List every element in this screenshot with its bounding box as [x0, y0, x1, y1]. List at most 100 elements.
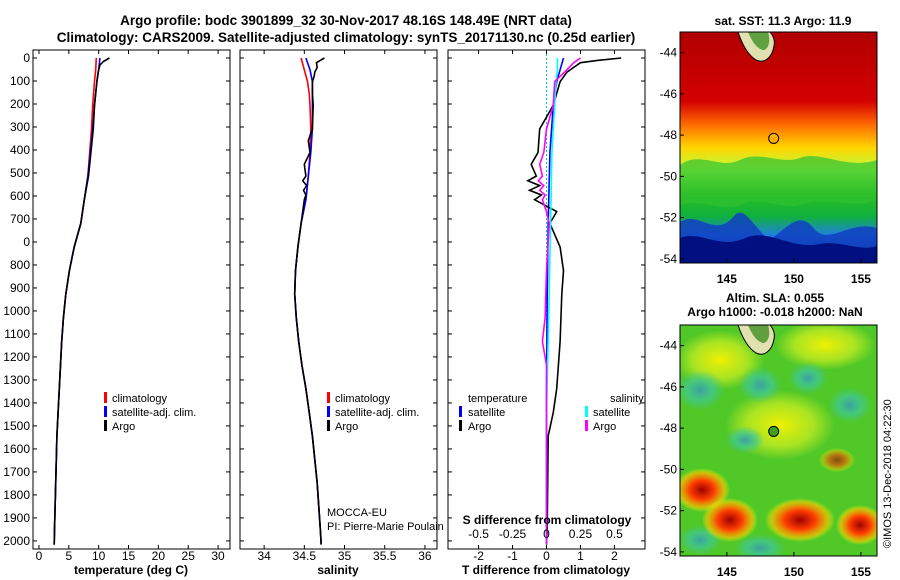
sla-map-subtitle: Argo h1000: -0.018 h2000: NaN [687, 305, 862, 319]
depth-tick-label: 400 [10, 143, 30, 157]
difference-legend: temperature satellite Argo salinity sate… [459, 393, 644, 433]
sla-peak [819, 448, 855, 472]
legend-title-salinity: salinity [610, 393, 644, 405]
depth-tick-label: 1700 [3, 465, 30, 479]
sla-low [788, 362, 828, 394]
depth-tick-label: 0 [23, 235, 30, 249]
series-line-climatology [293, 57, 322, 545]
legend-swatch-climatology [327, 392, 330, 403]
sla-low [725, 426, 765, 454]
legend-label-t-argo: Argo [468, 421, 491, 433]
depth-tick-label: 1000 [3, 304, 30, 318]
x-tick-label: 35 [338, 549, 352, 563]
salinity-legend: climatology satellite-adj. clim. Argo [327, 392, 419, 433]
difference-xlabel: T difference from climatology [462, 563, 630, 577]
legend-swatch-satellite [104, 406, 107, 417]
legend-swatch-satellite [327, 406, 330, 417]
legend-label-argo: Argo [112, 421, 135, 433]
depth-tick-label: 500 [10, 166, 30, 180]
legend-label-climatology: climatology [335, 393, 391, 405]
depth-axis: 0 100 200 300 400 500 600 700 0 800 900 1000 1100 120… [3, 51, 645, 548]
depth-tick-label: 600 [10, 189, 30, 203]
x-tick-label: 0 [543, 549, 550, 563]
legend-label-satellite: satellite-adj. clim. [112, 407, 196, 419]
sst-map-frame [679, 31, 878, 264]
map-y-tick-label: -44 [660, 339, 678, 353]
map-y-tick-label: -48 [660, 421, 678, 435]
x-tick-label: -0.25 [499, 527, 527, 541]
temperature-x-ticks: 0 5 10 15 20 25 30 [36, 50, 225, 563]
sla-peak [765, 498, 835, 542]
legend-swatch-argo [104, 420, 107, 431]
salinity-x-ticks: 34 34.5 35 35.5 36 [257, 50, 432, 563]
pi-label: PI: Pierre-Marie Poulain [327, 521, 444, 533]
sst-map-ticks: 145 150 155 -44 -46 -48 -50 -52 -54 [660, 46, 872, 286]
x-tick-label: 1 [577, 549, 584, 563]
map-y-tick-label: -52 [660, 504, 678, 518]
series-line-t-argo [525, 57, 622, 545]
x-tick-label: 34 [257, 549, 271, 563]
x-tick-label: 2 [611, 549, 618, 563]
x-tick-label: -0.5 [468, 527, 489, 541]
x-tick-label: -1 [507, 549, 518, 563]
x-tick-label: 0.5 [606, 527, 623, 541]
sst-map [680, 32, 877, 263]
x-tick-label: 20 [152, 549, 166, 563]
depth-tick-label: 200 [10, 97, 30, 111]
imos-stamp: ©IMOS 13-Dec-2018 04:22:30 [882, 399, 894, 548]
x-tick-label: -2 [473, 549, 484, 563]
sla-map [680, 325, 877, 556]
series-line-climatology [53, 57, 98, 545]
map-y-tick-label: -52 [660, 211, 678, 225]
depth-tick-label: 1400 [3, 396, 30, 410]
legend-swatch-climatology [104, 392, 107, 403]
title-line-2: Climatology: CARS2009. Satellite-adjuste… [57, 30, 635, 45]
map-x-tick-label: 145 [717, 272, 737, 286]
sst-map-title: sat. SST: 11.3 Argo: 11.9 [715, 14, 852, 28]
sla-peak [702, 498, 758, 542]
map-y-tick-label: -48 [660, 128, 678, 142]
sla-low [680, 370, 725, 410]
depth-tick-label: 1800 [3, 488, 30, 502]
sla-low [738, 367, 782, 403]
series-line-s-argo [537, 57, 581, 545]
map-y-tick-label: -54 [660, 252, 678, 266]
legend-label-s-satellite: satellite [593, 407, 630, 419]
legend-title-temperature: temperature [468, 393, 527, 405]
map-y-tick-label: -54 [660, 545, 678, 559]
depth-tick-label: 1500 [3, 419, 30, 433]
depth-tick-label: 1300 [3, 373, 30, 387]
x-tick-label: 5 [65, 549, 72, 563]
legend-swatch-s-argo [585, 420, 588, 431]
sla-high [775, 325, 875, 370]
map-x-tick-label: 150 [784, 272, 804, 286]
x-tick-label: 0 [36, 549, 43, 563]
title-line-1: Argo profile: bodc 3901899_32 30-Nov-201… [120, 13, 572, 28]
x-tick-label: 15 [122, 549, 136, 563]
salinity-xlabel: salinity [317, 563, 359, 577]
x-tick-label: 25 [182, 549, 196, 563]
legend-swatch-t-argo [459, 420, 462, 431]
difference-x-ticks-salinity: -0.5 -0.25 0 0.25 0.5 [468, 527, 623, 541]
map-y-tick-label: -44 [660, 46, 678, 60]
map-x-tick-label: 155 [851, 565, 871, 579]
map-x-tick-label: 150 [784, 565, 804, 579]
series-line-satellite-adj-clim- [293, 57, 322, 545]
map-y-tick-label: -46 [660, 380, 678, 394]
sst-front [680, 156, 877, 208]
depth-tick-label: 2000 [3, 534, 30, 548]
x-tick-label: 34.5 [293, 549, 317, 563]
sla-map-frame [679, 324, 878, 557]
mocca-label: MOCCA-EU [327, 507, 387, 519]
difference-xlabel-salinity: S difference from climatology [463, 513, 632, 527]
series-line-argo [293, 57, 325, 545]
depth-tick-label: 300 [10, 120, 30, 134]
x-tick-label: 0.25 [569, 527, 593, 541]
sla-peak [836, 505, 877, 545]
map-y-tick-label: -50 [660, 169, 678, 183]
map-x-tick-label: 155 [851, 272, 871, 286]
map-y-tick-label: -46 [660, 87, 678, 101]
difference-lines [525, 50, 622, 549]
depth-tick-label: 800 [10, 258, 30, 272]
